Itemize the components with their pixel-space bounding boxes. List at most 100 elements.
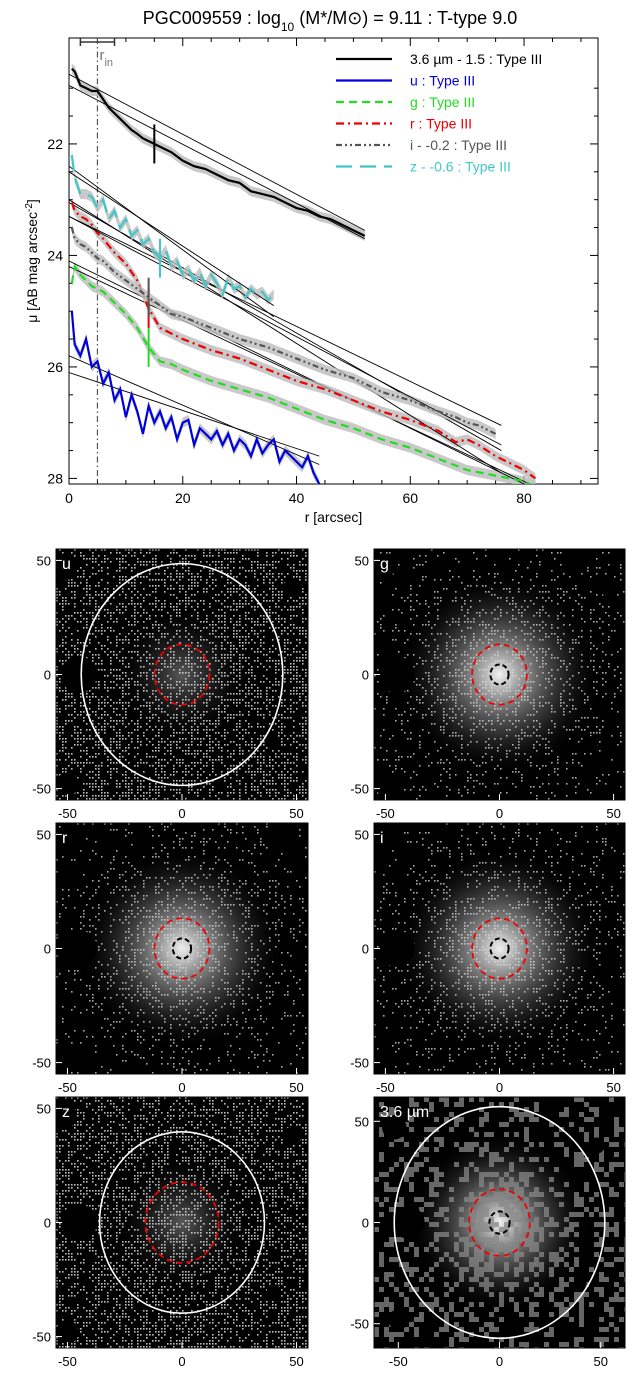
x-tick-label: 50 xyxy=(289,806,303,821)
star-mask xyxy=(599,852,619,871)
y-tick-label: 26 xyxy=(47,359,63,375)
error-band xyxy=(71,222,496,439)
y-tick-label: 28 xyxy=(47,470,63,486)
plot-area xyxy=(69,63,537,484)
profile-line xyxy=(71,67,366,237)
y-tick-label: 50 xyxy=(355,827,369,842)
x-axis-label: r [arcsec] xyxy=(305,509,363,525)
error-band xyxy=(71,150,274,306)
band-label: i xyxy=(380,830,384,847)
legend: 3.6 µm - 1.5 : Type III u : Type III g : T… xyxy=(336,51,542,175)
break-ellipse xyxy=(153,643,211,706)
y-tick-label: 0 xyxy=(44,942,51,957)
legend-label: r : Type III xyxy=(410,116,472,132)
star-mask xyxy=(56,1046,79,1070)
star-mask xyxy=(282,1126,302,1145)
fit-line xyxy=(69,215,502,426)
fit-line xyxy=(69,171,275,306)
outer-ellipse xyxy=(98,1130,266,1315)
y-axis-label: μ [AB mag arcsec-2] xyxy=(24,199,41,323)
x-tick-label: 0 xyxy=(65,490,73,506)
star-mask xyxy=(599,578,619,597)
break-ellipse xyxy=(468,1188,531,1257)
break-ellipse xyxy=(471,643,528,706)
noise-pixels xyxy=(56,1097,307,1348)
star-mask xyxy=(574,1277,587,1290)
fit-line xyxy=(69,199,502,474)
break-ellipse xyxy=(471,917,528,980)
fit-line xyxy=(69,260,526,484)
y-tick-label: 0 xyxy=(362,668,369,683)
y-tick-label: 22 xyxy=(47,136,63,152)
error-band xyxy=(71,306,320,484)
series-1 xyxy=(69,306,321,484)
rin-ellipse xyxy=(489,937,510,960)
star-mask xyxy=(60,656,98,693)
star-mask xyxy=(374,1046,397,1070)
y-tick-label: 24 xyxy=(47,247,63,263)
star-mask xyxy=(56,772,79,796)
x-tick-label: -50 xyxy=(58,1080,77,1095)
series-3 xyxy=(69,197,537,484)
galaxy-glow xyxy=(408,1131,591,1314)
y-tick-label: 50 xyxy=(355,1114,369,1129)
y-tick-label: -50 xyxy=(350,1056,369,1071)
galaxy-glow xyxy=(113,1153,251,1292)
galaxy-glow xyxy=(78,845,286,1052)
panel-image xyxy=(374,823,625,1074)
band-label: u xyxy=(62,556,71,573)
legend-label: g : Type III xyxy=(410,94,475,110)
series-5 xyxy=(69,150,275,318)
x-tick-label: 0 xyxy=(496,1354,503,1369)
x-tick-label: 0 xyxy=(178,806,185,821)
y-tick-label: -50 xyxy=(32,782,51,797)
series-0 xyxy=(69,63,366,241)
panel-2: -50 0 50 -50 0 50 r xyxy=(32,822,309,1095)
break-ellipse xyxy=(144,1181,220,1264)
star-mask xyxy=(266,1284,281,1298)
x-tick-label: -50 xyxy=(389,1354,408,1369)
x-tick-label: 0 xyxy=(496,806,503,821)
panel-image xyxy=(56,1097,308,1348)
fit-line xyxy=(69,73,365,231)
x-tick-label: 50 xyxy=(289,1080,303,1095)
panel-image xyxy=(374,549,625,800)
band-label: 3.6 µm xyxy=(380,1104,429,1121)
panel-1: -50 0 50 -50 0 50 g xyxy=(350,548,626,821)
profile-line xyxy=(70,154,275,302)
outer-ellipse xyxy=(80,562,284,787)
star-mask xyxy=(60,930,98,967)
star-mask xyxy=(266,1010,281,1024)
star-mask xyxy=(374,772,397,796)
y-tick-label: 0 xyxy=(44,1216,51,1231)
galaxy-glow xyxy=(396,845,603,1052)
star-mask xyxy=(282,578,302,597)
star-mask xyxy=(583,736,598,750)
y-tick-label: -50 xyxy=(350,1317,369,1332)
rin-ellipse xyxy=(171,937,193,960)
break-ellipse xyxy=(153,917,211,980)
profile-line xyxy=(70,227,497,435)
fit-line xyxy=(69,216,502,446)
plot-frame xyxy=(68,37,599,485)
star-mask xyxy=(388,1309,409,1330)
series-4 xyxy=(69,215,502,446)
panel-image xyxy=(56,823,308,1074)
fit-line xyxy=(69,165,275,318)
fit-line xyxy=(69,84,365,240)
rin-ellipse xyxy=(489,663,510,686)
galaxy-glow xyxy=(113,605,251,744)
profile-line xyxy=(70,311,321,484)
panel-image xyxy=(56,549,308,800)
y-tick-label: -50 xyxy=(32,1330,51,1345)
y-tick-label: -50 xyxy=(32,1056,51,1071)
panel-0: -50 0 50 -50 0 50 u xyxy=(32,548,309,821)
star-mask xyxy=(378,656,416,693)
fit-line xyxy=(69,355,320,465)
x-tick-label: 0 xyxy=(496,1080,503,1095)
error-band xyxy=(71,197,536,484)
outer-ellipse xyxy=(393,1105,606,1340)
profile-plot: 0 20 40 60 80 22 24 26 28 r [arcsec] μ [AB mag arc… xyxy=(24,37,599,525)
